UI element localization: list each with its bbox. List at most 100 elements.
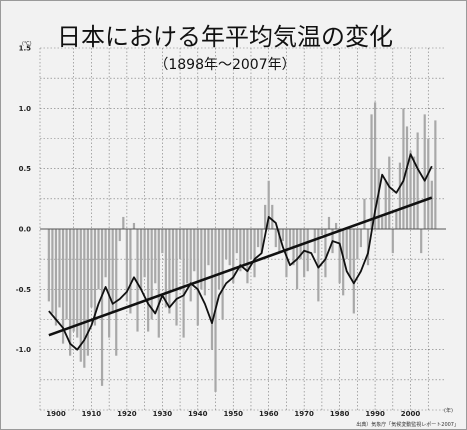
y-tick-label: 1.5 bbox=[19, 45, 32, 53]
bar-1914 bbox=[104, 229, 107, 278]
chart-title: 日本における年平均気温の変化 bbox=[57, 23, 393, 51]
bar-1965 bbox=[285, 229, 288, 278]
bar-1986 bbox=[359, 229, 362, 248]
bar-1976 bbox=[324, 229, 327, 278]
bar-1995 bbox=[391, 229, 394, 254]
bar-1934 bbox=[175, 229, 178, 326]
x-tick-label: 2000 bbox=[401, 410, 421, 418]
bar-1926 bbox=[147, 229, 150, 332]
x-tick-label: 1900 bbox=[46, 410, 66, 418]
bar-1960 bbox=[267, 180, 270, 229]
bar-1955 bbox=[249, 229, 253, 260]
bar-1936 bbox=[182, 229, 185, 338]
x-tick-label: 1960 bbox=[259, 410, 279, 418]
bar-1903 bbox=[65, 229, 68, 320]
bar-1924 bbox=[139, 229, 143, 290]
bar-1921 bbox=[129, 229, 132, 314]
x-tick-label: 1940 bbox=[188, 410, 208, 418]
bar-1910 bbox=[90, 229, 93, 308]
bar-1973 bbox=[313, 229, 316, 254]
bar-1940 bbox=[196, 229, 199, 326]
bar-series bbox=[47, 102, 437, 392]
bar-1990 bbox=[373, 102, 377, 229]
source-note: 出典）気象庁「気候変動監視レポート2007」 bbox=[356, 421, 459, 428]
bar-1944 bbox=[210, 229, 214, 350]
x-tick-label: 1920 bbox=[117, 410, 137, 418]
y-tick-label: -1.0 bbox=[16, 346, 31, 354]
bar-1997 bbox=[398, 162, 402, 229]
bar-1902 bbox=[61, 229, 65, 344]
bar-1971 bbox=[306, 229, 309, 272]
bar-1979 bbox=[334, 222, 338, 229]
bar-1988 bbox=[366, 229, 370, 266]
bar-1977 bbox=[327, 216, 331, 229]
bar-1958 bbox=[260, 229, 263, 254]
bar-1925 bbox=[143, 229, 146, 278]
bar-1915 bbox=[108, 229, 111, 338]
bar-1983 bbox=[349, 229, 352, 278]
bar-1935 bbox=[178, 229, 182, 260]
bar-1948 bbox=[225, 229, 228, 260]
y-unit-label: (℃) bbox=[22, 41, 32, 47]
bar-1923 bbox=[136, 229, 139, 332]
bar-2001 bbox=[412, 156, 416, 229]
bar-1980 bbox=[338, 229, 341, 284]
bar-1918 bbox=[118, 229, 121, 242]
bar-1993 bbox=[384, 180, 387, 229]
y-tick-label: 0.0 bbox=[19, 226, 32, 234]
y-tick-labels: 1.5 1.0 0.5 0.0 -0.5 -1.0 bbox=[16, 45, 31, 355]
y-tick-label: 0.5 bbox=[19, 165, 32, 173]
bar-1950 bbox=[232, 229, 235, 284]
bar-2005 bbox=[427, 138, 430, 229]
bar-1898 bbox=[47, 229, 50, 302]
bar-1999 bbox=[405, 126, 409, 229]
bar-2002 bbox=[416, 132, 419, 229]
bar-1953 bbox=[242, 229, 245, 266]
bar-1947 bbox=[221, 229, 224, 320]
y-tick-label: -0.5 bbox=[16, 286, 31, 294]
x-tick-label: 1990 bbox=[365, 410, 385, 418]
bar-1929 bbox=[157, 229, 160, 338]
bar-1991 bbox=[377, 168, 380, 229]
bar-1909 bbox=[86, 229, 89, 356]
bar-1987 bbox=[363, 198, 366, 229]
x-tick-label: 1970 bbox=[294, 410, 314, 418]
bar-2004 bbox=[423, 114, 426, 229]
bar-1904 bbox=[69, 229, 72, 356]
bar-1963 bbox=[278, 229, 281, 254]
bar-1964 bbox=[281, 229, 284, 242]
bar-1901 bbox=[58, 229, 61, 308]
bar-1899 bbox=[51, 229, 54, 314]
bar-1952 bbox=[239, 229, 242, 272]
bar-1970 bbox=[303, 229, 306, 278]
line-series bbox=[48, 153, 433, 351]
bar-1933 bbox=[171, 229, 175, 290]
bar-1919 bbox=[122, 216, 125, 229]
bar-1984 bbox=[352, 229, 355, 314]
bar-1981 bbox=[342, 229, 345, 296]
bar-1985 bbox=[356, 229, 359, 260]
bar-1982 bbox=[345, 229, 348, 260]
bar-1922 bbox=[132, 222, 136, 229]
bar-1956 bbox=[253, 229, 256, 278]
bar-1951 bbox=[235, 229, 238, 254]
bar-1913 bbox=[100, 229, 104, 386]
bar-1931 bbox=[164, 229, 167, 308]
bar-1920 bbox=[125, 229, 128, 302]
bar-1911 bbox=[93, 229, 97, 326]
bar-1998 bbox=[402, 108, 405, 229]
bar-2000 bbox=[409, 150, 412, 229]
bar-2006 bbox=[430, 180, 433, 229]
bar-1992 bbox=[381, 216, 384, 229]
bar-2003 bbox=[420, 229, 423, 254]
x-tick-label: 1910 bbox=[82, 410, 102, 418]
bar-1932 bbox=[168, 229, 171, 314]
bar-1942 bbox=[203, 229, 206, 296]
bar-1996 bbox=[395, 210, 398, 229]
bar-1962 bbox=[274, 229, 277, 248]
bar-1966 bbox=[288, 229, 292, 248]
bar-1937 bbox=[186, 229, 189, 284]
bar-1906 bbox=[76, 229, 79, 338]
bar-1907 bbox=[79, 229, 82, 362]
